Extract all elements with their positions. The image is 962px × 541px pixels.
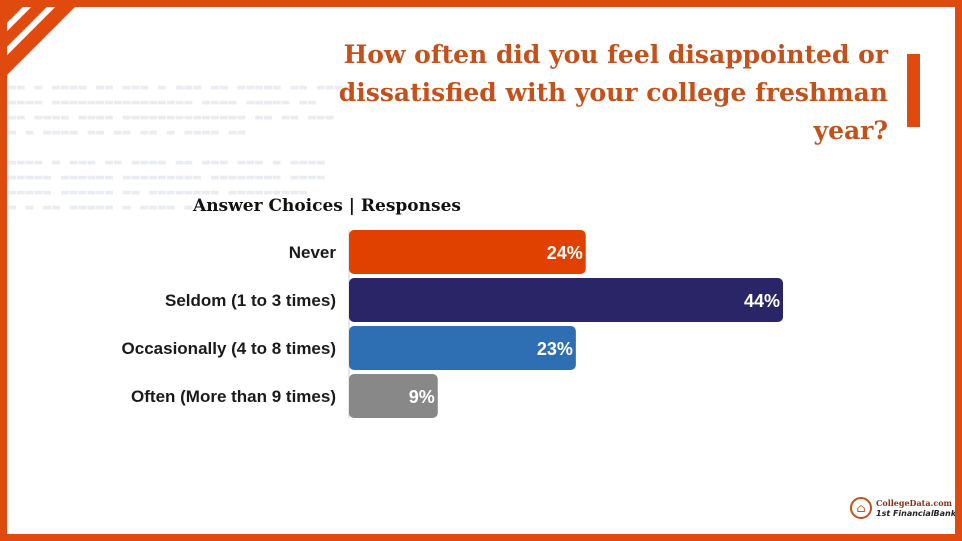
logo: ⌂ CollegeData.com 1st FinancialBank xyxy=(850,495,956,523)
logo-line2: 1st FinancialBank xyxy=(876,509,957,518)
category-label-2: Occasionally (4 to 8 times) xyxy=(122,339,336,358)
title-accent-bar xyxy=(907,54,920,127)
page-title: How often did you feel disappointed or d… xyxy=(338,40,888,145)
logo-emblem-icon: ⌂ xyxy=(850,497,872,519)
bar-1 xyxy=(349,278,783,322)
faint-background-text: ▬▬ ▬ ▬▬▬▬ ▬▬ ▬▬▬ ▬ ▬▬▬ ▬▬ ▬▬▬▬▬ ▬▬ ▬▬▬▬ … xyxy=(8,80,353,215)
value-label-1: 44% xyxy=(744,291,780,311)
category-label-1: Seldom (1 to 3 times) xyxy=(165,291,336,310)
logo-line1: CollegeData.com xyxy=(876,498,953,508)
value-label-2: 23% xyxy=(537,339,573,359)
value-label-3: 9% xyxy=(409,387,435,407)
bar-2 xyxy=(349,326,576,370)
bar-0 xyxy=(349,230,586,274)
category-label-0: Never xyxy=(289,243,337,262)
table-header: Answer Choices | Responses xyxy=(193,196,461,216)
bar-3 xyxy=(349,374,438,418)
category-label-3: Often (More than 9 times) xyxy=(131,387,336,406)
value-label-0: 24% xyxy=(547,243,583,263)
